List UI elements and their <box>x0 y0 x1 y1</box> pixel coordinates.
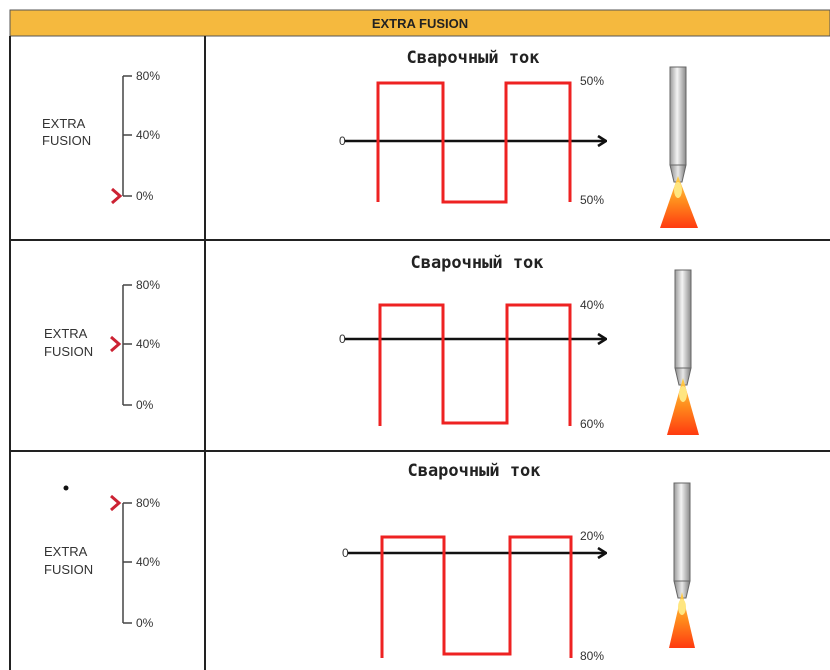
wave-title: Сварочный ток <box>410 253 543 273</box>
lower-percent: 80% <box>580 649 604 663</box>
scale-label-extra: EXTRA <box>42 116 86 131</box>
zero-label: 0 <box>339 332 346 346</box>
scale-tick-label-40: 40% <box>136 555 160 569</box>
wave-title: Сварочный ток <box>406 48 539 68</box>
scale-tick-label-80: 80% <box>136 496 160 510</box>
wave-title: Сварочный ток <box>407 461 540 481</box>
lower-percent: 50% <box>580 193 604 207</box>
extra-fusion-scale: EXTRA FUSION 80% 40% 0% <box>44 278 160 412</box>
extra-fusion-scale: EXTRA FUSION 80% 40% 0% <box>44 494 160 630</box>
upper-percent: 20% <box>580 529 604 543</box>
electrode-flame-icon <box>667 269 699 435</box>
scale-label-fusion: FUSION <box>44 562 93 577</box>
bullet-dot <box>63 485 69 491</box>
row-3: EXTRA FUSION 80% 40% 0% Сварочный ток 0 … <box>44 461 695 663</box>
scale-label-fusion: FUSION <box>42 133 91 148</box>
current-waveform <box>376 81 572 204</box>
row-1: EXTRA FUSION 80% 40% 0% Сварочный ток 0 … <box>42 48 698 228</box>
upper-percent: 40% <box>580 298 604 312</box>
zero-label: 0 <box>339 134 346 148</box>
scale-label-extra: EXTRA <box>44 326 88 341</box>
scale-tick-label-80: 80% <box>136 69 160 83</box>
scale-tick-label-0: 0% <box>136 616 154 630</box>
scale-label-extra: EXTRA <box>44 544 88 559</box>
setting-marker-icon <box>110 335 122 353</box>
scale-tick-label-40: 40% <box>136 337 160 351</box>
header-title: EXTRA FUSION <box>372 16 468 31</box>
header-bar <box>9 9 830 37</box>
scale-tick-label-0: 0% <box>136 398 154 412</box>
row-2: EXTRA FUSION 80% 40% 0% Сварочный ток 0 … <box>44 253 699 435</box>
scale-label-fusion: FUSION <box>44 344 93 359</box>
extra-fusion-scale: EXTRA FUSION 80% 40% 0% <box>42 69 160 205</box>
scale-tick-label-0: 0% <box>136 189 154 203</box>
upper-percent: 50% <box>580 74 604 88</box>
lower-percent: 60% <box>580 417 604 431</box>
setting-marker-icon <box>111 187 123 205</box>
electrode-flame-icon <box>660 66 698 228</box>
electrode-flame-icon <box>669 482 695 648</box>
scale-tick-label-80: 80% <box>136 278 160 292</box>
setting-marker-icon <box>110 494 122 512</box>
current-waveform <box>378 303 572 426</box>
zero-label: 0 <box>342 546 349 560</box>
scale-tick-label-40: 40% <box>136 128 160 142</box>
current-waveform <box>380 535 573 658</box>
